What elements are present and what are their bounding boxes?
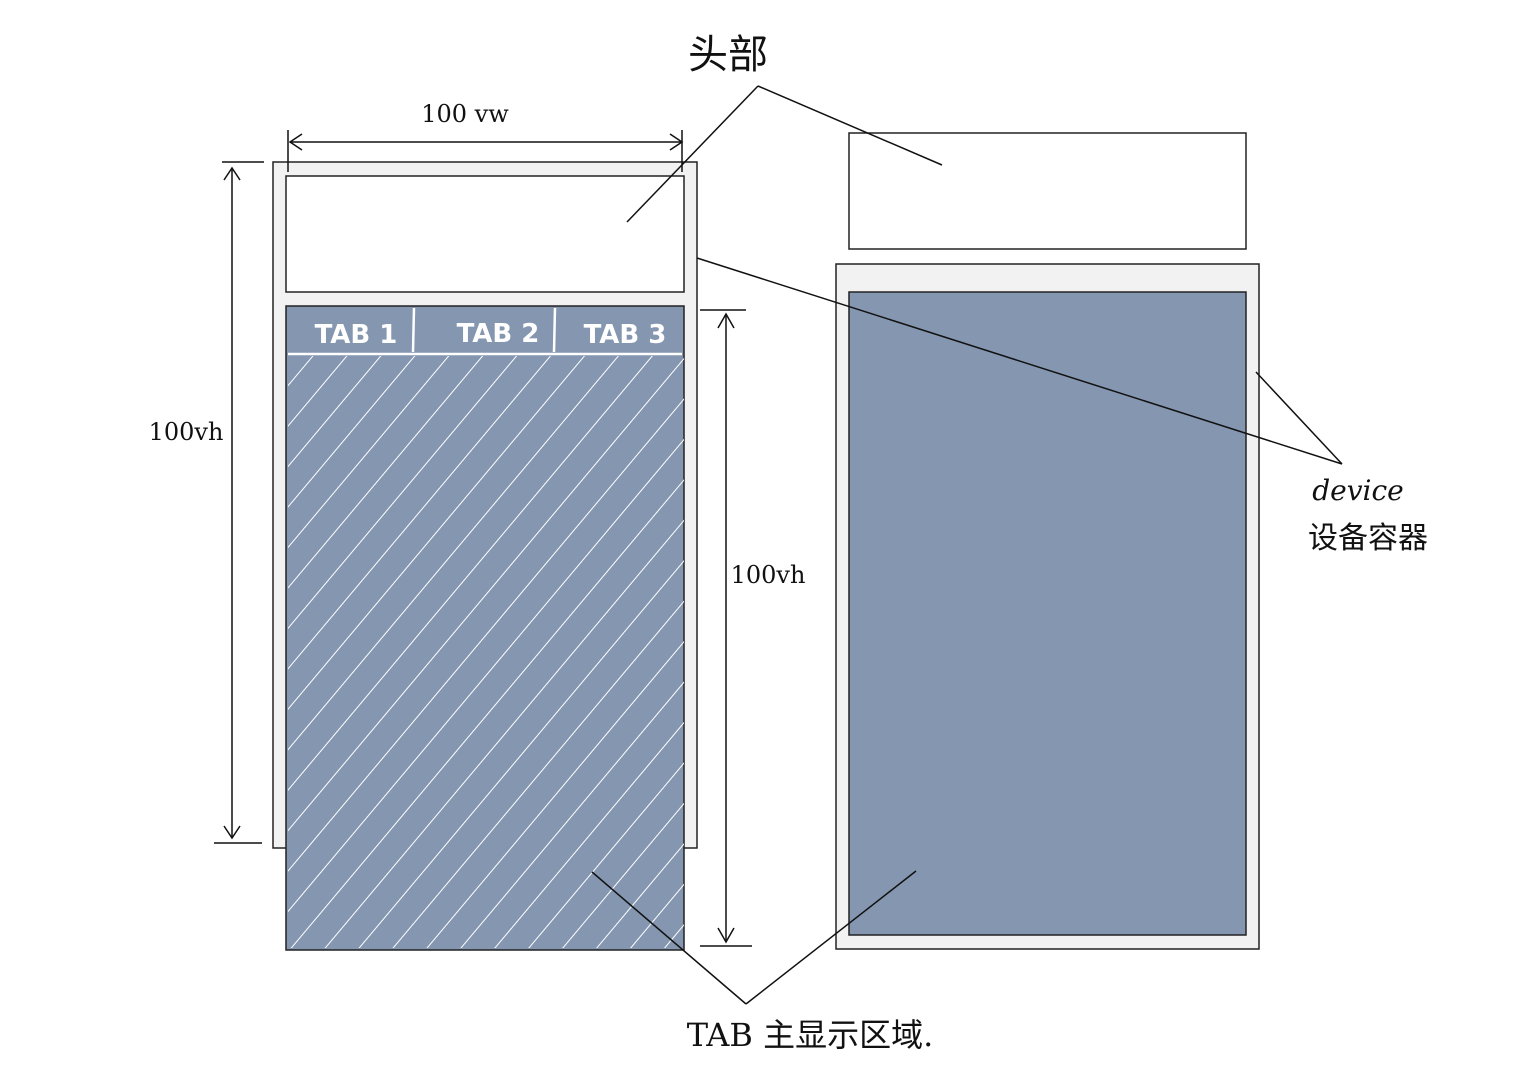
tab-height-arrow-top: [717, 312, 735, 329]
left-height-arrow-bottom: [223, 825, 241, 840]
width-label: 100 vw: [421, 100, 509, 128]
device-label-en: device: [1312, 474, 1404, 507]
tab-separator-2: [552, 307, 557, 353]
device-label-zh: 设备容器: [1308, 521, 1428, 556]
left-header-box: [285, 175, 685, 293]
right-header-box: [848, 132, 1247, 250]
hatch-overlay: [288, 356, 684, 948]
tab-1[interactable]: TAB 1: [315, 320, 398, 350]
tab-area-pointer-left: [591, 871, 747, 1005]
width-arrow-left: [288, 133, 303, 151]
tab-area-label: TAB 主显示区域.: [687, 1016, 934, 1054]
tab-height-label: 100vh: [731, 561, 806, 589]
tab-height-arrow-bottom: [717, 927, 735, 944]
header-pointer-left: [626, 85, 759, 223]
tab-separator-1: [411, 307, 416, 353]
device-pointer-right: [1255, 371, 1343, 465]
tab-area-pointer-right: [745, 870, 917, 1005]
tab-2[interactable]: TAB 2: [457, 319, 540, 349]
tab-3[interactable]: TAB 3: [584, 320, 667, 350]
header-pointer-right: [757, 85, 943, 166]
header-label: 头部: [688, 32, 768, 78]
left-height-label: 100vh: [149, 418, 224, 446]
device-pointer-left: [696, 257, 1343, 465]
left-height-arrow-top: [223, 166, 241, 181]
right-tab-content-area: [848, 291, 1247, 936]
